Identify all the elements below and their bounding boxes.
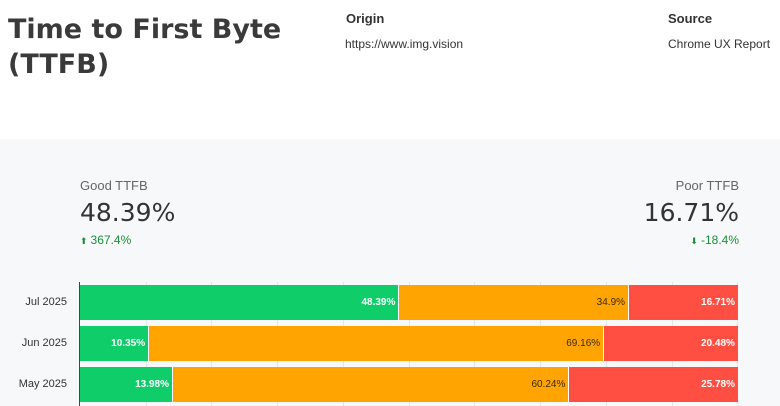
needs-improvement-segment[interactable]: 69.16% xyxy=(148,326,604,361)
poor-ttfb-kpi: Poor TTFB 16.71% ⬇ -18.4% xyxy=(644,178,739,249)
good-segment[interactable]: 13.98% xyxy=(80,367,172,402)
arrow-up-icon: ⬆ xyxy=(80,236,88,246)
good-segment[interactable]: 10.35% xyxy=(80,326,149,361)
good-segment-label: 10.35% xyxy=(111,338,146,349)
good-segment-label: 48.39% xyxy=(361,297,396,308)
good-segment[interactable]: 48.39% xyxy=(80,285,399,320)
needs-improvement-segment[interactable]: 34.9% xyxy=(398,285,629,320)
origin-value: https://www.img.vision xyxy=(345,37,464,51)
good-ttfb-label: Good TTFB xyxy=(80,178,148,193)
good-ttfb-kpi: Good TTFB 48.39% ⬆ 367.4% xyxy=(80,178,175,249)
y-axis-line xyxy=(79,282,80,406)
good-ttfb-change: ⬆ 367.4% xyxy=(80,232,175,249)
stacked-bar[interactable]: 10.35% 69.16% 20.48% xyxy=(80,326,738,361)
row-label: Jun 2025 xyxy=(21,337,67,349)
poor-segment[interactable]: 25.78% xyxy=(568,367,738,402)
stacked-bar[interactable]: 13.98% 60.24% 25.78% xyxy=(80,367,738,402)
poor-ttfb-value: 16.71% xyxy=(643,198,739,227)
poor-segment-label: 20.48% xyxy=(700,338,735,349)
row-label: Jul 2025 xyxy=(25,296,67,308)
good-segment-label: 13.98% xyxy=(135,379,169,390)
source-info: Source Chrome UX Report xyxy=(668,10,770,53)
stacked-bar[interactable]: 48.39% 34.9% 16.71% xyxy=(80,285,738,320)
origin-label: Origin xyxy=(346,11,385,26)
poor-segment-label: 25.78% xyxy=(701,379,735,390)
needs-improvement-segment[interactable]: 60.24% xyxy=(171,367,569,402)
good-ttfb-change-value: 367.4% xyxy=(90,233,132,247)
source-label: Source xyxy=(668,11,713,26)
good-ttfb-value: 48.39% xyxy=(80,198,176,227)
poor-ttfb-change-value: -18.4% xyxy=(700,233,739,247)
needs-improvement-segment-label: 34.9% xyxy=(596,297,626,308)
poor-segment-label: 16.71% xyxy=(701,297,735,308)
chart-panel xyxy=(0,139,780,406)
arrow-down-icon: ⬇ xyxy=(690,236,698,246)
poor-ttfb-label: Poor TTFB xyxy=(675,178,739,193)
source-value: Chrome UX Report xyxy=(668,37,771,51)
needs-improvement-segment-label: 69.16% xyxy=(566,338,601,349)
needs-improvement-segment-label: 60.24% xyxy=(531,379,566,390)
row-label: May 2025 xyxy=(18,378,67,390)
poor-segment[interactable]: 20.48% xyxy=(603,326,738,361)
poor-segment[interactable]: 16.71% xyxy=(628,285,738,320)
poor-ttfb-change: ⬇ -18.4% xyxy=(644,232,739,249)
page-title: Time to First Byte (TTFB) xyxy=(8,14,282,80)
origin-info: Origin https://www.img.vision xyxy=(345,10,464,53)
